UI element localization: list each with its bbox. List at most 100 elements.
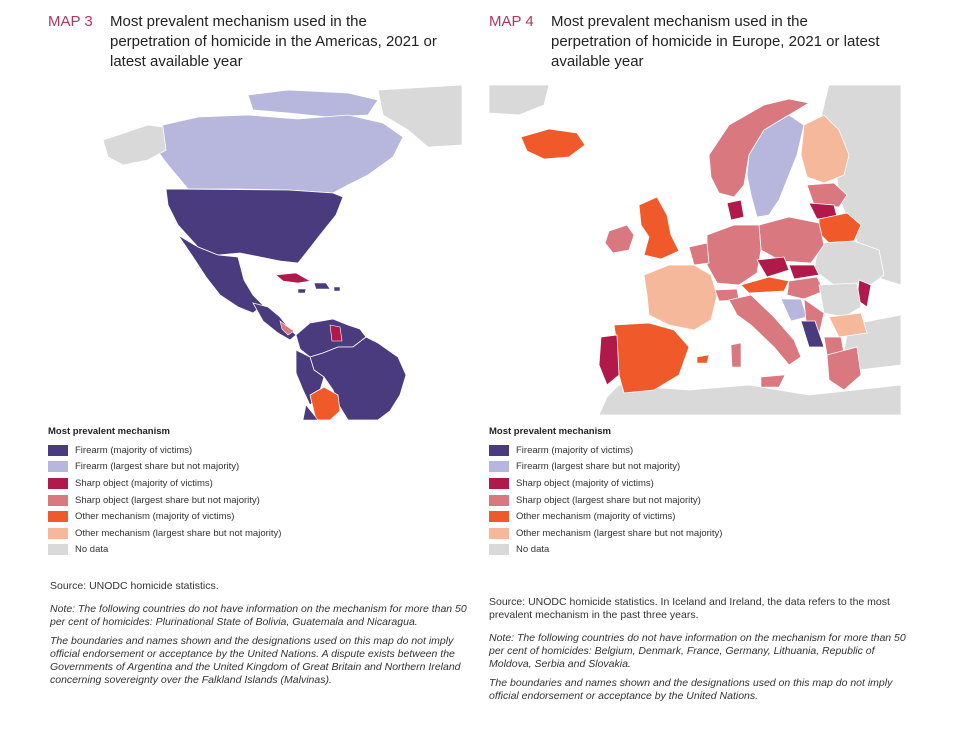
legend-label: Other mechanism (majority of victims) — [75, 511, 235, 523]
poland — [758, 216, 825, 264]
united-states — [165, 188, 344, 264]
sicily — [760, 374, 786, 388]
legend-label: Firearm (majority of victims) — [516, 444, 634, 456]
arctic-islands — [247, 89, 379, 118]
czechia — [756, 256, 790, 278]
map4-panel: MAP 4 Most prevalent mechanism used in t… — [489, 0, 919, 702]
map4-legend-item: Sharp object (largest share but not majo… — [489, 492, 722, 509]
united-kingdom — [638, 196, 680, 260]
map4-notes: Source: UNODC homicide statistics. In Ic… — [489, 596, 919, 709]
map4-legend-item: Firearm (majority of victims) — [489, 442, 722, 459]
legend-swatch — [489, 494, 509, 506]
map4-header: MAP 4 Most prevalent mechanism used in t… — [489, 12, 919, 72]
map3-legend-item: Other mechanism (majority of victims) — [48, 508, 281, 525]
jamaica — [297, 288, 307, 294]
legend-label: Other mechanism (largest share but not m… — [75, 527, 282, 539]
map3-legend-item: Firearm (majority of victims) — [48, 442, 281, 459]
ireland — [604, 224, 635, 254]
legend-swatch — [48, 477, 68, 489]
italy — [728, 294, 802, 366]
austria — [740, 276, 790, 294]
sardinia — [730, 342, 742, 368]
baleares — [696, 354, 710, 364]
legend-swatch — [48, 494, 68, 506]
map3-legend-item: Other mechanism (largest share but not m… — [48, 525, 281, 542]
legend-swatch — [489, 477, 509, 489]
denmark — [726, 199, 745, 221]
slovakia — [788, 264, 820, 280]
bulgaria — [828, 312, 868, 338]
map4-source: Source: UNODC homicide statistics. In Ic… — [489, 596, 890, 621]
greenland-region — [377, 85, 462, 148]
map4-legend-item: Firearm (largest share but not majority) — [489, 459, 722, 476]
bolivia — [309, 386, 341, 420]
alaska — [102, 124, 167, 166]
map4-title: Most prevalent mechanism used in the per… — [551, 13, 880, 70]
europe-map-svg — [489, 85, 901, 415]
romania — [818, 282, 862, 318]
europe-map — [489, 85, 901, 415]
north-africa — [598, 384, 901, 415]
map3-legend-title: Most prevalent mechanism — [48, 426, 170, 437]
map4-legend-item: No data — [489, 542, 722, 559]
iceland — [520, 128, 586, 160]
map3-panel: MAP 3 Most prevalent mechanism used in t… — [48, 0, 468, 686]
guyana — [329, 324, 343, 342]
map3-legend-item: Sharp object (largest share but not majo… — [48, 492, 281, 509]
legend-swatch — [48, 461, 68, 473]
france — [643, 264, 718, 331]
legend-label: No data — [75, 544, 109, 556]
hungary — [786, 276, 825, 300]
greenland-region — [489, 85, 550, 116]
americas-map — [48, 85, 462, 420]
legend-label: Sharp object (largest share but not majo… — [516, 494, 701, 506]
legend-swatch — [48, 544, 68, 556]
map3-disclaimer: The boundaries and names shown and the d… — [50, 635, 461, 686]
legend-swatch — [48, 527, 68, 539]
hispaniola — [313, 282, 331, 290]
legend-label: Sharp object (majority of victims) — [516, 477, 654, 489]
map3-notes: Source: UNODC homicide statistics. Note:… — [50, 580, 470, 693]
legend-label: Other mechanism (largest share but not m… — [516, 527, 723, 539]
map4-legend: Most prevalent mechanism Firearm (majori… — [489, 426, 722, 558]
mexico — [177, 234, 264, 314]
legend-swatch — [48, 511, 68, 523]
legend-label: Firearm (majority of victims) — [75, 444, 193, 456]
map4-note: Note: The following countries do not hav… — [489, 632, 906, 670]
map3-source: Source: UNODC homicide statistics. — [50, 580, 219, 592]
germany — [706, 224, 762, 286]
map3-legend: Most prevalent mechanism Firearm (majori… — [48, 426, 281, 558]
map3-legend-item: Sharp object (majority of victims) — [48, 475, 281, 492]
chile-argentina — [302, 404, 319, 420]
map4-legend-item: Other mechanism (majority of victims) — [489, 508, 722, 525]
map4-legend-item: Sharp object (majority of victims) — [489, 475, 722, 492]
central-america — [252, 302, 297, 341]
legend-swatch — [489, 511, 509, 523]
map3-header: MAP 3 Most prevalent mechanism used in t… — [48, 12, 468, 72]
map3-note: Note: The following countries do not hav… — [50, 603, 467, 628]
legend-label: Sharp object (majority of victims) — [75, 477, 213, 489]
estonia-latvia — [806, 182, 848, 208]
map4-disclaimer: The boundaries and names shown and the d… — [489, 677, 893, 702]
legend-label: Sharp object (largest share but not majo… — [75, 494, 260, 506]
legend-swatch — [489, 461, 509, 473]
portugal — [598, 334, 620, 386]
map4-legend-item: Other mechanism (largest share but not m… — [489, 525, 722, 542]
benelux — [688, 242, 710, 266]
bosnia-montenegro — [800, 320, 825, 348]
map3-legend-item: No data — [48, 542, 281, 559]
legend-label: No data — [516, 544, 550, 556]
legend-swatch — [489, 444, 509, 456]
puerto-rico — [333, 286, 341, 292]
legend-label: Firearm (largest share but not majority) — [516, 461, 681, 473]
map3-number: MAP 3 — [48, 13, 93, 30]
sweden — [746, 114, 805, 218]
legend-label: Firearm (largest share but not majority) — [75, 461, 240, 473]
legend-label: Other mechanism (majority of victims) — [516, 511, 676, 523]
canada — [152, 114, 404, 194]
legend-swatch — [489, 527, 509, 539]
legend-swatch — [489, 544, 509, 556]
cuba — [275, 272, 311, 284]
map3-legend-item: Firearm (largest share but not majority) — [48, 459, 281, 476]
legend-swatch — [48, 444, 68, 456]
